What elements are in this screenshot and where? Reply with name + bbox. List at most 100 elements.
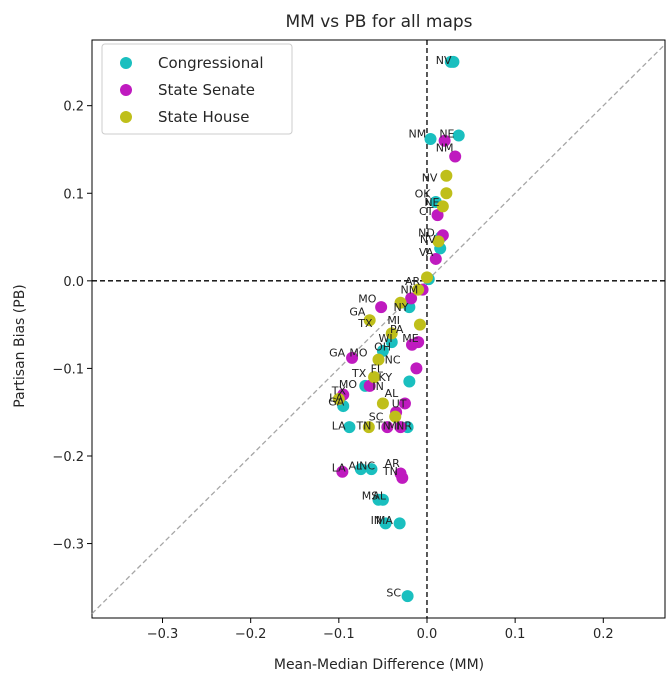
state-label: LA xyxy=(332,461,346,474)
y-axis-ticks: 0.2 0.1 0.0 −0.1 −0.2 −0.3 xyxy=(52,100,92,553)
state-label: VA xyxy=(419,246,434,259)
data-point xyxy=(452,129,465,142)
legend-marker xyxy=(120,84,132,96)
data-point xyxy=(405,292,418,305)
state-label: KY xyxy=(379,371,393,384)
state-label: CT xyxy=(419,205,434,218)
state-label: FL xyxy=(371,362,384,375)
state-label: MI xyxy=(387,419,400,432)
data-point xyxy=(396,471,409,484)
data-point xyxy=(436,200,449,213)
data-point xyxy=(375,301,388,314)
state-label: NE xyxy=(439,128,454,141)
state-label: SC xyxy=(386,587,401,600)
data-point xyxy=(354,463,367,476)
x-tick-label: −0.2 xyxy=(235,627,267,642)
legend: Congressional State Senate State House xyxy=(101,43,293,135)
legend-marker xyxy=(120,57,132,69)
state-label: AL xyxy=(349,460,364,473)
data-point xyxy=(365,463,378,476)
data-point xyxy=(447,55,460,68)
data-point xyxy=(429,252,442,265)
legend-box xyxy=(101,43,293,135)
y-tick-label: −0.2 xyxy=(52,450,84,465)
x-tick-label: −0.3 xyxy=(147,627,179,642)
x-tick-label: 0.0 xyxy=(417,627,438,642)
state-label: TX xyxy=(357,317,373,330)
data-point xyxy=(376,493,389,506)
data-point xyxy=(332,393,345,406)
state-label: ND xyxy=(418,227,435,240)
data-point xyxy=(412,283,425,296)
state-label: IN xyxy=(371,514,382,527)
data-point xyxy=(401,590,414,603)
x-tick-label: −0.1 xyxy=(323,627,355,642)
legend-entry-label: Congressional xyxy=(158,54,264,72)
state-label: PA xyxy=(390,323,404,336)
state-label: IN xyxy=(372,380,383,393)
data-point xyxy=(405,338,418,351)
x-axis-label: Mean-Median Difference (MM) xyxy=(274,657,484,673)
data-point xyxy=(431,209,444,222)
y-tick-label: 0.1 xyxy=(63,187,84,202)
state-label: AR xyxy=(385,457,401,470)
data-point xyxy=(398,397,411,410)
legend-entry-label: State Senate xyxy=(158,81,255,99)
state-label: NM xyxy=(401,284,419,297)
state-label: WI xyxy=(379,332,393,345)
data-point xyxy=(363,314,376,327)
state-label: MA xyxy=(376,514,393,527)
data-point xyxy=(372,353,385,366)
state-label: NV xyxy=(436,54,452,67)
y-axis-label: Partisan Bias (PB) xyxy=(12,284,28,408)
data-point xyxy=(449,150,462,163)
state-label: MS xyxy=(362,489,378,502)
data-point xyxy=(410,362,423,375)
data-point xyxy=(362,421,375,434)
state-label: AR xyxy=(405,275,421,288)
data-point xyxy=(394,296,407,309)
data-point xyxy=(393,517,406,530)
y-tick-label: 0.2 xyxy=(63,100,84,115)
state-label: NM xyxy=(408,128,426,141)
data-point xyxy=(343,421,356,434)
legend-marker xyxy=(120,111,132,123)
state-label: NY xyxy=(393,301,408,314)
x-axis-ticks: −0.3 −0.2 −0.1 0.0 0.1 0.2 xyxy=(147,618,614,642)
data-point xyxy=(368,371,381,384)
state-label: NV xyxy=(422,171,438,184)
diagonal-reference-line xyxy=(91,43,666,615)
state-label: GA xyxy=(328,396,345,409)
state-label: LA xyxy=(332,419,346,432)
state-label: TN xyxy=(382,465,398,478)
state-label: NV xyxy=(420,233,436,246)
state-label: OH xyxy=(374,341,391,354)
state-label: OK xyxy=(415,187,432,200)
state-label: AL xyxy=(372,489,387,502)
data-point xyxy=(440,187,453,200)
data-point xyxy=(346,351,359,364)
data-point xyxy=(336,465,349,478)
data-point xyxy=(385,327,398,340)
legend-entry-label: State House xyxy=(158,108,249,126)
state-label: NE xyxy=(424,196,439,209)
data-point xyxy=(440,169,453,182)
data-point xyxy=(389,410,402,423)
data-point xyxy=(420,271,433,284)
x-tick-label: 0.1 xyxy=(505,627,526,642)
state-label: MI xyxy=(387,314,400,327)
data-point xyxy=(432,235,445,248)
state-label: SC xyxy=(369,411,384,424)
state-label: GA xyxy=(329,347,346,360)
chart-title: MM vs PB for all maps xyxy=(285,12,472,32)
data-point xyxy=(379,517,392,530)
state-label: LA xyxy=(329,391,343,404)
state-label: TN xyxy=(375,419,391,432)
data-point xyxy=(376,397,389,410)
state-label: NM xyxy=(436,142,454,155)
series-state-house xyxy=(332,169,453,434)
state-label: MO xyxy=(358,292,376,305)
data-point xyxy=(424,132,437,145)
